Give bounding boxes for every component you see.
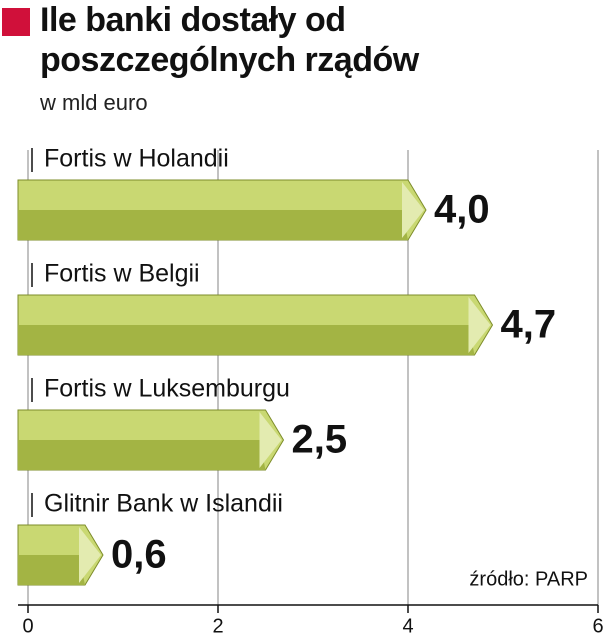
category-label: Fortis w Holandii xyxy=(44,145,229,173)
value-label: 4,7 xyxy=(501,303,557,347)
chart-title: Ile banki dostały od poszczególnych rząd… xyxy=(40,1,419,79)
bar-tip xyxy=(259,412,282,468)
category-label: Glitnir Bank w Islandii xyxy=(44,490,283,518)
source-note: źródło: PARP xyxy=(469,568,588,590)
category-label: Fortis w Belgii xyxy=(44,260,200,288)
title-marker xyxy=(2,8,30,36)
value-label: 2,5 xyxy=(292,418,348,462)
bar-shade xyxy=(18,325,475,355)
bar-shade xyxy=(18,555,85,585)
category-label: Fortis w Luksemburgu xyxy=(44,375,290,403)
bar-tip xyxy=(402,182,424,238)
bar-shade xyxy=(18,210,408,240)
x-tick-label: 2 xyxy=(212,615,223,637)
value-label: 0,6 xyxy=(111,533,167,577)
x-tick-label: 6 xyxy=(592,615,603,637)
x-tick-label: 4 xyxy=(402,615,413,637)
bar-tip xyxy=(468,297,491,353)
bar-tip xyxy=(79,527,101,583)
chart-subtitle: w mld euro xyxy=(40,90,148,115)
value-label: 4,0 xyxy=(434,188,490,232)
x-tick-label: 0 xyxy=(22,615,33,637)
bar-shade xyxy=(18,440,266,470)
